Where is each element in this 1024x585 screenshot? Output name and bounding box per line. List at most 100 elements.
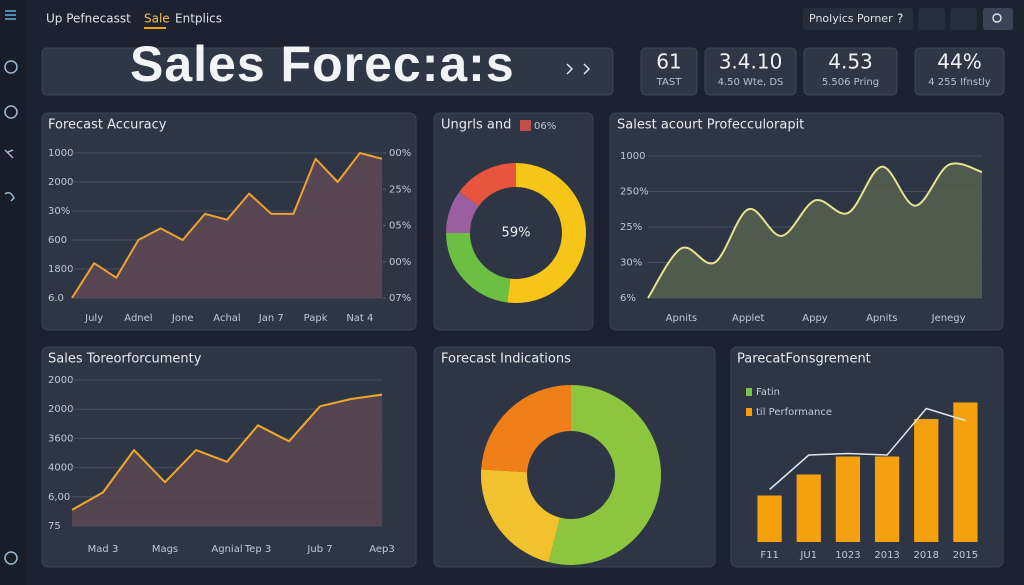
y2-tick-label: 05% <box>389 221 411 232</box>
y-tick-label: 75 <box>48 521 61 532</box>
y-tick-label: 1000 <box>620 151 645 162</box>
y-tick-label: 30% <box>48 206 70 217</box>
y-tick-label: 3600 <box>48 433 73 444</box>
menu-icon[interactable] <box>5 10 16 20</box>
next-arrows[interactable] <box>566 63 591 75</box>
panel-title: ParecatFonsgrement <box>737 352 871 367</box>
legend-swatch <box>746 408 752 416</box>
home-icon[interactable] <box>4 60 18 74</box>
bar <box>796 474 821 542</box>
y-tick-label: 4000 <box>48 463 73 474</box>
sidebar <box>0 0 26 585</box>
x-tick-label: F11 <box>760 550 778 561</box>
bar <box>835 456 861 542</box>
kpi-value: 3.4.10 <box>719 50 783 74</box>
y2-tick-label: 00% <box>389 257 411 268</box>
kpi-label: TAST <box>656 77 683 88</box>
x-tick-label: Apnits <box>666 313 697 324</box>
search-button[interactable] <box>983 8 1013 30</box>
x-tick-label: Jenegy <box>931 313 966 324</box>
donut-segment <box>481 385 571 473</box>
donut-segment <box>548 385 662 565</box>
area <box>72 153 382 298</box>
charts: Forecast Accuracy 6.0 1800 600 30% 2000 1000 07… <box>41 112 1004 568</box>
title-bar <box>41 47 614 96</box>
y-tick-label: 1800 <box>48 264 73 275</box>
nav-item[interactable]: Entplics <box>175 12 222 26</box>
y-tick-label: 6% <box>620 293 636 304</box>
y-tick-label: 6.0 <box>48 293 64 304</box>
y2-tick-label: 07% <box>389 293 411 304</box>
kpi-group: 61 TAST 3.4.10 4.50 Wte, DS 4.53 5.506 Pring 4… <box>640 47 1005 96</box>
kpi-value: 44% <box>937 50 981 74</box>
kpi-label: 4 255 Ifnstly <box>928 77 991 88</box>
kpi-value: 61 <box>656 50 681 74</box>
y-tick-label: 600 <box>48 235 67 246</box>
legend-label: 06% <box>534 121 556 132</box>
nav-item-active[interactable]: Sale <box>144 12 170 26</box>
x-tick-label: 2013 <box>874 550 899 561</box>
bar <box>953 402 978 542</box>
account-box[interactable] <box>803 8 913 30</box>
x-tick-label: Jone <box>171 313 194 324</box>
account-name[interactable]: Pnolyics Porner <box>809 12 893 25</box>
y-tick-label: 2000 <box>48 375 73 386</box>
bar <box>757 495 782 542</box>
x-tick-label: Appy <box>802 313 828 324</box>
line <box>647 162 983 299</box>
y-tick-label: 6,00 <box>48 492 70 503</box>
x-tick-label: Jub 7 <box>306 544 332 555</box>
y-tick-label: 25% <box>620 222 642 233</box>
donut-segment <box>446 191 479 233</box>
kpi-card <box>803 47 898 96</box>
panel-title: Ungrls and <box>441 118 511 133</box>
x-tick-label: JU1 <box>799 550 817 561</box>
line <box>769 407 966 491</box>
settings-icon[interactable] <box>4 551 18 565</box>
edit-button[interactable] <box>950 8 977 30</box>
link-icon[interactable] <box>4 191 15 202</box>
sidebar-icons <box>4 10 18 565</box>
kpi-value: 4.53 <box>828 50 873 74</box>
search-icon <box>992 13 1002 23</box>
mic-button[interactable] <box>918 8 945 30</box>
nav-underline <box>144 27 166 29</box>
chart-icon[interactable] <box>4 105 18 119</box>
page-title: Sales Forec:a:s <box>130 36 515 92</box>
center-label: 59% <box>502 226 531 241</box>
y-tick-label: 30% <box>620 258 642 269</box>
kpi-label: 5.506 Pring <box>822 77 879 88</box>
bar <box>914 419 939 542</box>
tag-icon[interactable] <box>4 149 14 159</box>
x-tick-label: Mags <box>152 544 178 555</box>
line <box>71 152 383 299</box>
help-icon[interactable]: ? <box>897 12 903 26</box>
legend-label: til Performance <box>756 407 832 418</box>
donut-segment <box>507 163 586 303</box>
x-tick-label: Mad 3 <box>88 544 119 555</box>
nav-item[interactable]: Up Pefnecasst <box>46 12 131 26</box>
donut-segment <box>459 163 516 206</box>
panel-title: Sales Toreorforcumenty <box>48 352 202 367</box>
x-tick-label: Tep 3 <box>244 544 271 555</box>
kpi-card <box>704 47 797 96</box>
x-tick-label: Aep3 <box>369 544 395 555</box>
legend-swatch <box>746 388 752 396</box>
x-tick-label: Applet <box>732 313 764 324</box>
y-tick-label: 2000 <box>48 404 73 415</box>
legend-label: Fatin <box>756 387 780 398</box>
panel-title: Salest acourt Profecculorapit <box>617 118 804 133</box>
x-tick-label: Papk <box>304 313 328 324</box>
area <box>648 163 982 298</box>
donut-segment <box>445 233 511 303</box>
kpi-card <box>640 47 698 96</box>
x-tick-label: 1023 <box>835 550 860 561</box>
x-tick-label: Achal <box>213 313 240 324</box>
bar <box>874 456 900 542</box>
panel-title: Forecast Accuracy <box>48 118 167 133</box>
x-tick-label: Agnial <box>211 544 242 555</box>
panel-title: Forecast Indications <box>441 352 571 367</box>
y-tick-label: 1000 <box>48 148 73 159</box>
x-tick-label: Adnel <box>124 313 152 324</box>
